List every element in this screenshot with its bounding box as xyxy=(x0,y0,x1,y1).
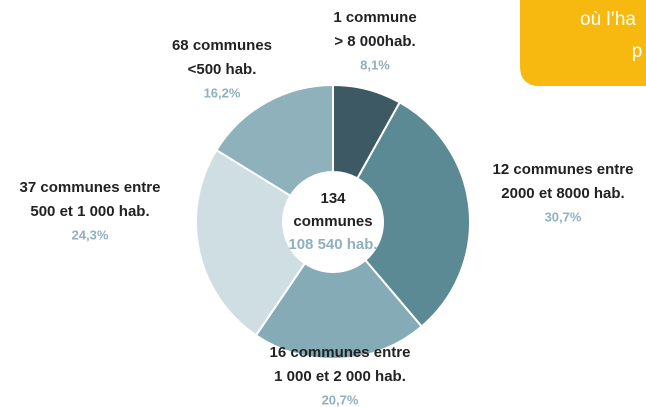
center-label: 134 xyxy=(320,190,346,207)
segment-label: 1 commune xyxy=(333,9,416,26)
segment-label: 1 000 et 2 000 hab. xyxy=(274,368,406,385)
segment-label: 37 communes entre xyxy=(20,179,161,196)
value-label: 20,7% xyxy=(322,392,359,407)
center-label: 108 540 hab. xyxy=(288,236,377,253)
center-label: communes xyxy=(293,213,372,230)
value-label: 30,7% xyxy=(545,209,582,224)
segment-label: 500 et 1 000 hab. xyxy=(30,203,149,220)
callout-box xyxy=(520,0,646,86)
callout-text: où l’ha xyxy=(580,9,636,30)
donut-segment xyxy=(356,101,471,328)
segment-label: 16 communes entre xyxy=(270,344,411,361)
donut-segment xyxy=(215,83,334,198)
value-label: 8,1% xyxy=(360,57,390,72)
value-label: 24,3% xyxy=(72,227,109,242)
segment-label: <500 hab. xyxy=(188,61,257,78)
segment-label: > 8 000hab. xyxy=(334,33,415,50)
callout-text: p xyxy=(632,41,643,62)
value-label: 16,2% xyxy=(204,85,241,100)
donut-segment xyxy=(254,258,424,360)
segment-label: 68 communes xyxy=(172,37,272,54)
segment-label: 2000 et 8000 hab. xyxy=(501,185,624,202)
segment-label: 12 communes entre xyxy=(493,161,634,178)
donut-segment xyxy=(195,148,307,337)
